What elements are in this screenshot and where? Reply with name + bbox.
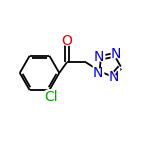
Text: N: N [93,66,103,80]
Text: N: N [91,64,105,82]
Text: N: N [93,50,104,64]
Text: Cl: Cl [44,90,58,104]
Text: N: N [110,47,121,61]
Text: N: N [109,70,119,84]
Text: O: O [59,32,74,50]
Text: N: N [91,48,106,66]
Text: O: O [61,34,72,48]
Text: N: N [108,45,123,63]
Text: N: N [107,68,122,86]
Text: Cl: Cl [41,88,61,106]
